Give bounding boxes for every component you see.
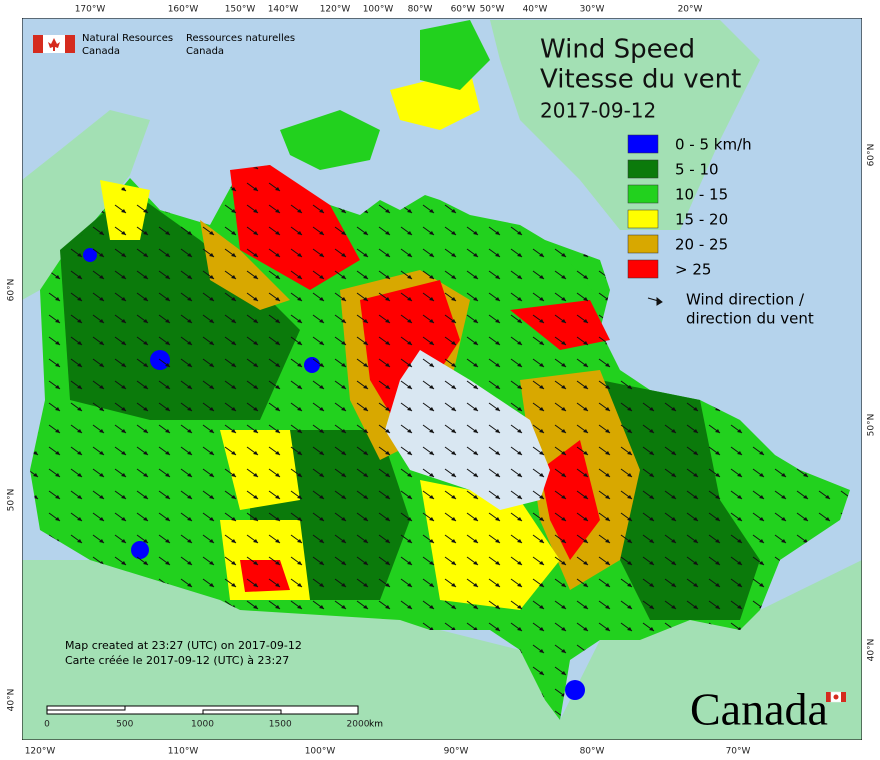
longitude-label: 80°W	[580, 747, 605, 757]
direction-symbol	[647, 296, 663, 306]
latitude-label: 50°N	[7, 489, 17, 512]
legend-label: > 25	[675, 261, 711, 279]
longitude-label: 100°W	[363, 5, 394, 15]
legend-swatch	[627, 184, 659, 204]
agency-signature: Natural Resources Canada Ressources natu…	[33, 33, 295, 57]
greenland	[490, 20, 760, 230]
scale-bar	[46, 705, 359, 715]
wordmark-flag	[826, 691, 846, 703]
longitude-label: 20°W	[678, 5, 703, 15]
alaska	[22, 110, 150, 300]
legend-label: 20 - 25	[675, 236, 728, 254]
longitude-label: 90°W	[444, 747, 469, 757]
scale-unit: km	[369, 720, 383, 730]
direction-label: Wind direction /	[686, 291, 805, 309]
map-area	[22, 18, 862, 740]
legend-label: 0 - 5 km/h	[675, 136, 752, 154]
longitude-label: 170°W	[75, 5, 106, 15]
longitude-label: 80°W	[408, 5, 433, 15]
scale-tick-label: 1000	[191, 720, 214, 730]
longitude-label: 30°W	[580, 5, 605, 15]
legend-swatch	[627, 209, 659, 229]
legend-swatch	[627, 234, 659, 254]
wordmark: Canada	[690, 684, 828, 735]
credit: Carte créée le 2017-09-12 (UTC) à 23:27	[65, 654, 289, 667]
longitude-label: 160°W	[168, 5, 199, 15]
scale-tick-label: 2000	[347, 720, 370, 730]
latitude-label: 40°N	[7, 689, 17, 712]
scale-tick-label: 500	[116, 720, 133, 730]
longitude-label: 60°W	[451, 5, 476, 15]
date: 2017-09-12	[540, 99, 656, 123]
legend-label: 15 - 20	[675, 211, 728, 229]
legend-label: 5 - 10	[675, 161, 719, 179]
longitude-label: 70°W	[726, 747, 751, 757]
agency-fr: Canada	[186, 46, 224, 57]
wind-arrows	[30, 165, 850, 720]
title: Vitesse du vent	[540, 65, 741, 95]
longitude-label: 50°W	[480, 5, 505, 15]
longitude-label: 40°W	[523, 5, 548, 15]
longitude-label: 120°W	[25, 747, 56, 757]
legend-swatch	[627, 159, 659, 179]
title: Wind Speed	[540, 35, 695, 65]
longitude-label: 150°W	[225, 5, 256, 15]
latitude-label: 60°N	[7, 279, 17, 302]
longitude-label: 140°W	[268, 5, 299, 15]
scale-tick-label: 1500	[269, 720, 292, 730]
scale-tick-label: 0	[44, 720, 50, 730]
legend-label: 10 - 15	[675, 186, 728, 204]
agency-fr: Ressources naturelles	[186, 33, 295, 44]
direction-label: direction du vent	[686, 310, 814, 328]
longitude-label: 110°W	[168, 747, 199, 757]
longitude-label: 100°W	[305, 747, 336, 757]
legend-swatch	[627, 134, 659, 154]
latitude-label: 50°N	[867, 414, 877, 437]
longitude-label: 120°W	[320, 5, 351, 15]
legend-swatch	[627, 259, 659, 279]
latitude-label: 40°N	[867, 639, 877, 662]
latitude-label: 60°N	[867, 144, 877, 167]
credit: Map created at 23:27 (UTC) on 2017-09-12	[65, 639, 302, 652]
agency-en: Natural Resources	[82, 33, 173, 44]
agency-en: Canada	[82, 46, 120, 57]
